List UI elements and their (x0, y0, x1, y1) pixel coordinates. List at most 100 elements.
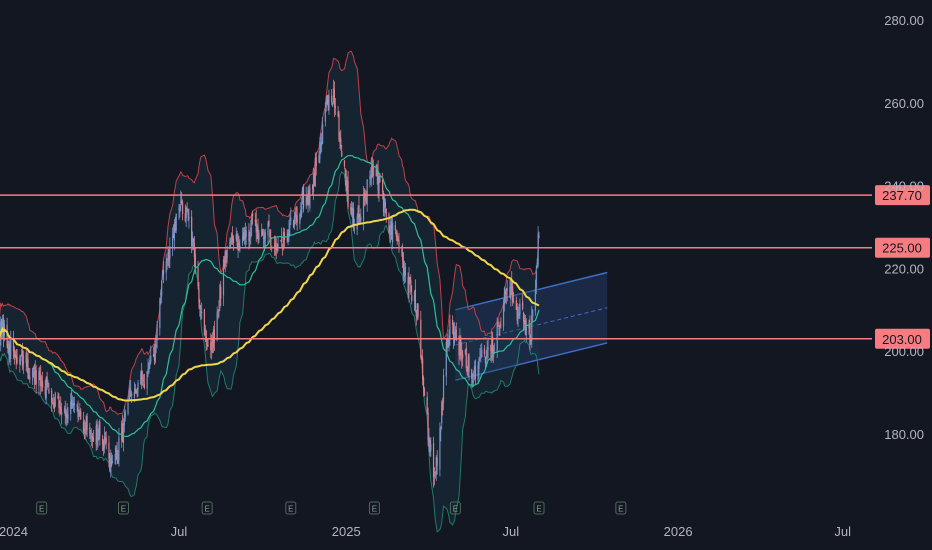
time-axis[interactable]: 2024 Jul 2025 Jul 2026 Jul (0, 524, 851, 539)
svg-text:E: E (121, 505, 126, 514)
candle (300, 202, 302, 220)
candle (175, 213, 177, 234)
candle (319, 136, 321, 164)
candle (426, 391, 428, 415)
earnings-marker[interactable]: E (533, 501, 545, 515)
candle (159, 297, 161, 336)
candle (532, 309, 534, 323)
candle (436, 450, 438, 475)
candle (89, 422, 91, 440)
price-axis[interactable]: 180.00 200.00 220.00 240.00 260.00 280.00 (884, 13, 924, 442)
candle (423, 386, 426, 397)
ma-short-line (0, 154, 540, 437)
candle (22, 350, 25, 375)
candle (390, 217, 392, 243)
candle (178, 203, 180, 221)
candle (149, 355, 151, 369)
candle (251, 210, 254, 225)
candle (483, 344, 486, 358)
earnings-marker[interactable]: E (449, 501, 461, 515)
candle (162, 261, 165, 284)
channel-upper-line[interactable] (455, 271, 608, 311)
level-tag[interactable] (875, 328, 930, 349)
candle (283, 228, 286, 248)
earnings-marker[interactable]: E (368, 501, 380, 515)
candle (269, 228, 271, 241)
horizontal-levels[interactable]: 237.70 225.00 203.00 (0, 185, 930, 349)
candle (78, 409, 80, 421)
candle (109, 452, 111, 472)
candle (154, 337, 156, 364)
candle (8, 340, 10, 366)
candle (77, 400, 79, 423)
earnings-marker[interactable]: E (201, 501, 213, 515)
candle (73, 396, 75, 413)
candle (58, 393, 60, 414)
candle (440, 425, 442, 442)
candle (258, 229, 260, 243)
candle (468, 353, 470, 381)
candle (217, 309, 219, 320)
candle (111, 454, 114, 464)
channel-lower-line[interactable] (455, 342, 608, 381)
candle (477, 361, 479, 383)
candle (103, 426, 105, 454)
candle (326, 95, 328, 105)
candle (104, 431, 106, 445)
candle (57, 391, 59, 400)
candle (249, 231, 251, 248)
candle (200, 305, 202, 321)
candle (150, 345, 152, 365)
earnings-marker[interactable]: E (615, 501, 627, 515)
candle (140, 370, 142, 385)
level-tag[interactable] (875, 185, 930, 206)
candle (442, 397, 444, 416)
candle (294, 207, 296, 225)
x-tick-label: 2024 (0, 524, 28, 539)
candle (439, 422, 441, 477)
candle (135, 388, 137, 395)
candle (535, 265, 537, 295)
candle (267, 220, 269, 246)
candle (116, 441, 118, 465)
candle (222, 256, 225, 306)
y-tick-label: 200.00 (884, 344, 924, 359)
candle (328, 89, 330, 115)
candle (415, 309, 417, 326)
candle (452, 322, 455, 349)
candle (383, 193, 386, 217)
candle (160, 289, 162, 305)
earnings-marker[interactable]: E (117, 501, 129, 515)
candle (127, 399, 129, 416)
candle (174, 216, 176, 233)
candle (481, 343, 483, 358)
candle (213, 320, 216, 352)
level-tag[interactable] (875, 237, 930, 258)
candle (129, 379, 131, 400)
candle (492, 331, 494, 361)
candle (169, 237, 171, 269)
candle (293, 211, 296, 230)
candle (292, 219, 295, 229)
candle (148, 362, 150, 375)
candle (7, 340, 9, 354)
earnings-marker[interactable]: E (36, 501, 48, 515)
candle (146, 370, 148, 396)
candle (337, 105, 339, 118)
earnings-marker[interactable]: E (285, 501, 297, 515)
candle (414, 279, 416, 313)
candle (537, 226, 539, 268)
candle (378, 175, 380, 202)
candle (254, 212, 256, 227)
candle (459, 328, 461, 360)
candle (413, 290, 416, 312)
candle (497, 318, 499, 328)
candle (206, 339, 208, 350)
candle (82, 411, 85, 435)
candle (27, 349, 29, 380)
candle (370, 167, 372, 185)
candle (432, 436, 435, 488)
candle (352, 202, 354, 228)
